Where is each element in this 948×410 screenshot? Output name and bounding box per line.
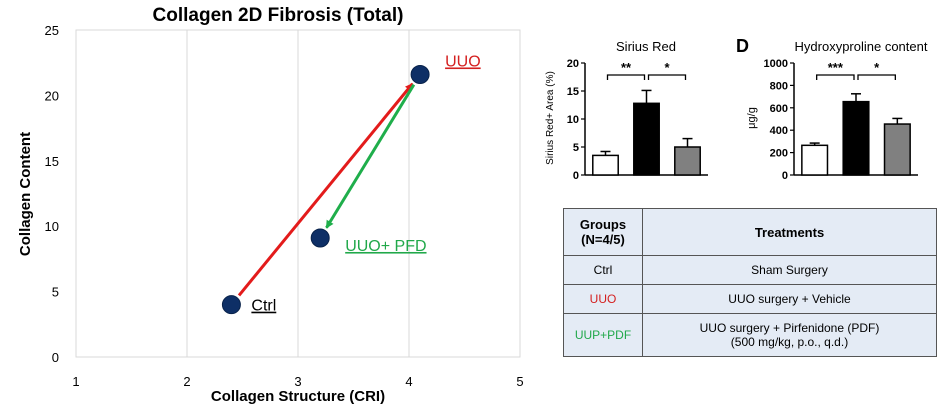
scatter-ticks: 1 2 3 4 5 0 5 10 15 20 25 bbox=[45, 23, 524, 389]
hydroxyproline-bar bbox=[883, 123, 911, 176]
hydroxyproline-y-axis-label: μg/g bbox=[746, 107, 758, 129]
data-point bbox=[410, 64, 430, 84]
sirius-red-significance-label: * bbox=[664, 60, 670, 75]
scatter-x-tick-label: 1 bbox=[72, 374, 79, 389]
scatter-y-tick-label: 15 bbox=[45, 154, 59, 169]
table-cell-treatment-line2: (500 mg/kg, p.o., q.d.) bbox=[730, 335, 849, 349]
hydroxyproline-significance-label: * bbox=[874, 60, 880, 75]
hydroxyproline-panel: D Hydroxyproline content μg/g 0 200 400 600… bbox=[736, 36, 928, 182]
hydroxyproline-significance-bracket bbox=[816, 74, 855, 80]
scatter-x-tick-label: 5 bbox=[516, 374, 523, 389]
table-cell-group: Ctrl bbox=[563, 255, 643, 285]
hydroxyproline-title: Hydroxyproline content bbox=[795, 39, 928, 54]
table-header-groups-line1: Groups bbox=[579, 217, 627, 232]
sirius-red-y-axis-label: Sirius Red+ Area (%) bbox=[545, 71, 556, 165]
data-point bbox=[221, 295, 241, 315]
hydroxyproline-significance-label: *** bbox=[828, 60, 844, 75]
scatter-y-tick-label: 10 bbox=[45, 219, 59, 234]
scatter-y-tick-label: 20 bbox=[45, 88, 59, 103]
sirius-red-y-tick-label: 10 bbox=[567, 114, 579, 126]
data-point-label: Ctrl bbox=[251, 298, 276, 315]
groups-table: Groups (N=4/5) Treatments Ctrl Sham Surg… bbox=[563, 208, 937, 357]
table-cell-group: UUO bbox=[563, 284, 643, 314]
scatter-panel: Collagen 2D Fibrosis (Total) Collagen St… bbox=[17, 5, 524, 405]
scatter-title: Collagen 2D Fibrosis (Total) bbox=[153, 5, 404, 26]
hydroxyproline-y-tick-label: 200 bbox=[770, 148, 788, 160]
scatter-y-tick-label: 0 bbox=[52, 350, 59, 365]
scatter-x-tick-label: 3 bbox=[294, 374, 301, 389]
hydroxyproline-bar bbox=[842, 100, 870, 176]
sirius-red-bar bbox=[633, 102, 660, 176]
hydroxyproline-bar bbox=[801, 144, 829, 176]
table-cell-treatment-line1: UUO surgery + Pirfenidone (PDF) bbox=[699, 321, 880, 335]
sirius-red-bar bbox=[592, 154, 619, 176]
table-cell-treatment: UUO surgery + Vehicle bbox=[642, 284, 937, 314]
table-header-groups: Groups (N=4/5) bbox=[563, 208, 643, 256]
sirius-red-y-tick-label: 20 bbox=[567, 58, 579, 70]
table-row: Ctrl Sham Surgery bbox=[563, 255, 937, 285]
hydroxyproline-significance-bracket bbox=[857, 74, 896, 80]
table-header-groups-line2: (N=4/5) bbox=[581, 232, 625, 247]
table-row: UUP+PDF UUO surgery + Pirfenidone (PDF) … bbox=[563, 313, 937, 357]
trend-arrow bbox=[237, 82, 414, 297]
sirius-red-panel: Sirius Red Sirius Red+ Area (%) 0 5 10 15 20… bbox=[545, 39, 708, 182]
scatter-grid bbox=[75, 29, 521, 358]
scatter-x-tick-label: 2 bbox=[183, 374, 190, 389]
hydroxyproline-y-tick-label: 400 bbox=[770, 125, 788, 137]
scatter-points: Ctrl UUO UUO+ PFD bbox=[221, 53, 481, 315]
sirius-red-y-tick-label: 5 bbox=[573, 142, 579, 154]
sirius-red-significance-label: ** bbox=[621, 60, 632, 75]
table-cell-treatment: Sham Surgery bbox=[642, 255, 937, 285]
hydroxyproline-y-tick-label: 800 bbox=[770, 80, 788, 92]
data-point bbox=[310, 228, 330, 248]
scatter-y-tick-label: 5 bbox=[52, 285, 59, 300]
table-cell-treatment: UUO surgery + Pirfenidone (PDF) (500 mg/… bbox=[642, 313, 937, 357]
table-header-treatments: Treatments bbox=[642, 208, 937, 256]
data-point-label: UUO+ PFD bbox=[345, 238, 426, 255]
scatter-y-axis-label: Collagen Content bbox=[17, 132, 34, 256]
scatter-x-tick-label: 4 bbox=[405, 374, 412, 389]
scatter-x-axis-label: Collagen Structure (CRI) bbox=[211, 388, 385, 405]
sirius-red-y-tick-label: 15 bbox=[567, 86, 579, 98]
sirius-red-significance-bracket bbox=[606, 74, 646, 80]
hydroxyproline-y-tick-label: 1000 bbox=[764, 58, 788, 70]
scatter-arrows bbox=[237, 82, 416, 297]
trend-arrow bbox=[325, 83, 416, 229]
scatter-y-tick-label: 25 bbox=[45, 23, 59, 38]
data-point-label: UUO bbox=[445, 53, 481, 70]
sirius-red-significance-bracket bbox=[647, 74, 687, 80]
table-row: UUO UUO surgery + Vehicle bbox=[563, 284, 937, 314]
sirius-red-bar bbox=[674, 146, 701, 176]
panel-label-d: D bbox=[736, 36, 749, 56]
sirius-red-title: Sirius Red bbox=[616, 39, 676, 54]
hydroxyproline-y-tick-label: 600 bbox=[770, 103, 788, 115]
table-cell-group: UUP+PDF bbox=[563, 313, 643, 357]
table-header-row: Groups (N=4/5) Treatments bbox=[563, 208, 937, 256]
sirius-red-y-tick-label: 0 bbox=[573, 170, 579, 182]
hydroxyproline-y-tick-label: 0 bbox=[782, 170, 788, 182]
